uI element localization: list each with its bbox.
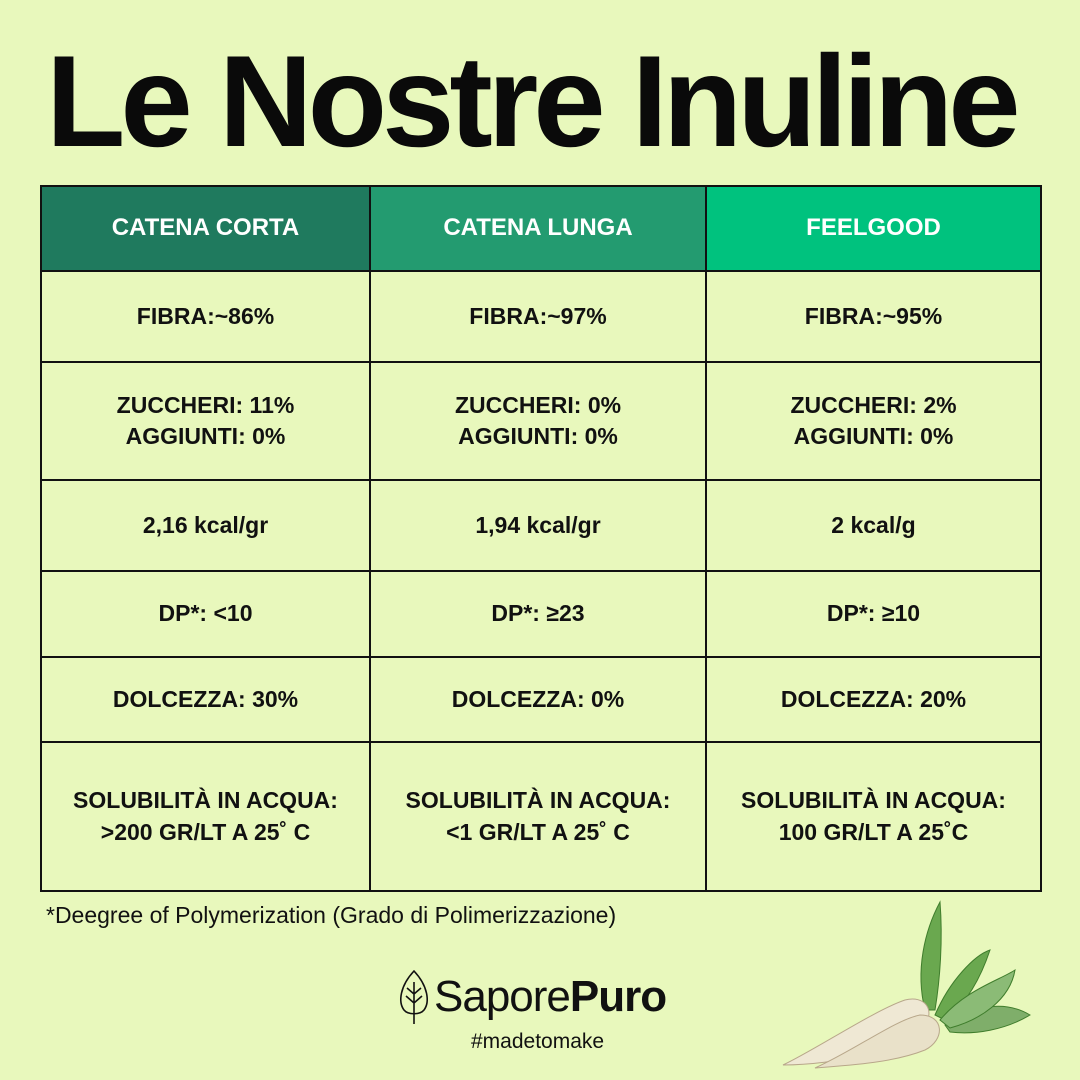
cell-line: DP*: <10: [158, 600, 253, 627]
cell-line: >200 GR/LT A 25˚ C: [100, 818, 311, 845]
table-cell: DOLCEZZA: 0%: [369, 656, 707, 743]
sugar-beet-illustration: [782, 900, 1031, 1069]
table-cell: FIBRA:~97%: [369, 270, 707, 363]
cell-line: 2,16 kcal/gr: [142, 511, 269, 538]
cell-line: SOLUBILITÀ IN ACQUA:: [405, 787, 671, 814]
table-cell: ZUCCHERI: 11% AGGIUNTI: 0%: [40, 361, 371, 481]
table-row: SOLUBILITÀ IN ACQUA: >200 GR/LT A 25˚ C SO…: [40, 741, 1042, 892]
column-header: CATENA LUNGA: [369, 185, 707, 272]
table-cell: 2 kcal/g: [705, 479, 1042, 572]
header-row: CATENA CORTA CATENA LUNGA FEELGOOD: [40, 185, 1042, 272]
brand-name-bold: Puro: [569, 972, 667, 1021]
table-cell: DOLCEZZA: 20%: [705, 656, 1042, 743]
table-cell: SOLUBILITÀ IN ACQUA: 100 GR/LT A 25˚C: [705, 741, 1042, 892]
table-row: DOLCEZZA: 30% DOLCEZZA: 0% DOLCEZZA: 20%: [40, 656, 1042, 743]
cell-line: DOLCEZZA: 20%: [780, 685, 967, 712]
inulin-comparison-table: CATENA CORTA CATENA LUNGA FEELGOOD FIBRA:~…: [40, 185, 1042, 892]
cell-line: DP*: ≥23: [491, 600, 585, 627]
table-cell: SOLUBILITÀ IN ACQUA: >200 GR/LT A 25˚ C: [40, 741, 371, 892]
cell-line: FIBRA:~95%: [804, 302, 943, 329]
table-cell: DP*: ≥23: [369, 570, 707, 658]
cell-line: DOLCEZZA: 30%: [112, 685, 299, 712]
column-header: CATENA CORTA: [40, 185, 371, 272]
cell-line: AGGIUNTI: 0%: [793, 423, 954, 449]
cell-line: ZUCCHERI: 0%: [454, 391, 622, 418]
brand-logo: Sapore Puro: [396, 968, 667, 1026]
table-row: 2,16 kcal/gr 1,94 kcal/gr 2 kcal/g: [40, 479, 1042, 572]
cell-line: 1,94 kcal/gr: [475, 511, 601, 538]
cell-line: 100 GR/LT A 25˚C: [778, 818, 969, 845]
cell-line: FIBRA:~86%: [136, 302, 275, 329]
table-cell: FIBRA:~86%: [40, 270, 371, 363]
table-row: DP*: <10 DP*: ≥23 DP*: ≥10: [40, 570, 1042, 658]
table-cell: 1,94 kcal/gr: [369, 479, 707, 572]
footnote: *Deegree of Polymerization (Grado di Pol…: [46, 902, 617, 928]
cell-line: SOLUBILITÀ IN ACQUA:: [741, 787, 1006, 814]
cell-line: FIBRA:~97%: [469, 302, 607, 329]
leaf-icon: [400, 969, 428, 1024]
cell-line: DP*: ≥10: [826, 600, 921, 627]
table-cell: ZUCCHERI: 2% AGGIUNTI: 0%: [705, 361, 1042, 481]
table-cell: 2,16 kcal/gr: [40, 479, 371, 572]
cell-line: ZUCCHERI: 11%: [116, 391, 295, 418]
brand-tagline: #madetomake: [471, 1030, 605, 1053]
cell-line: ZUCCHERI: 2%: [790, 391, 957, 418]
table-cell: SOLUBILITÀ IN ACQUA: <1 GR/LT A 25˚ C: [369, 741, 707, 892]
brand-name-light: Sapore: [434, 972, 571, 1021]
cell-line: 2 kcal/g: [831, 511, 916, 538]
page-title: Le Nostre Inuline: [46, 28, 1021, 174]
column-header: FEELGOOD: [705, 185, 1042, 272]
table-row: FIBRA:~86% FIBRA:~97% FIBRA:~95%: [40, 270, 1042, 363]
cell-line: DOLCEZZA: 0%: [451, 685, 625, 712]
table-cell: ZUCCHERI: 0% AGGIUNTI: 0%: [369, 361, 707, 481]
table-cell: FIBRA:~95%: [705, 270, 1042, 363]
table-row: ZUCCHERI: 11% AGGIUNTI: 0% ZUCCHERI: 0% AGG…: [40, 361, 1042, 481]
cell-line: AGGIUNTI: 0%: [458, 423, 618, 449]
table-cell: DP*: <10: [40, 570, 371, 658]
table-cell: DP*: ≥10: [705, 570, 1042, 658]
table-cell: DOLCEZZA: 30%: [40, 656, 371, 743]
cell-line: SOLUBILITÀ IN ACQUA:: [73, 787, 338, 814]
cell-line: <1 GR/LT A 25˚ C: [446, 818, 630, 845]
cell-line: AGGIUNTI: 0%: [125, 423, 286, 449]
